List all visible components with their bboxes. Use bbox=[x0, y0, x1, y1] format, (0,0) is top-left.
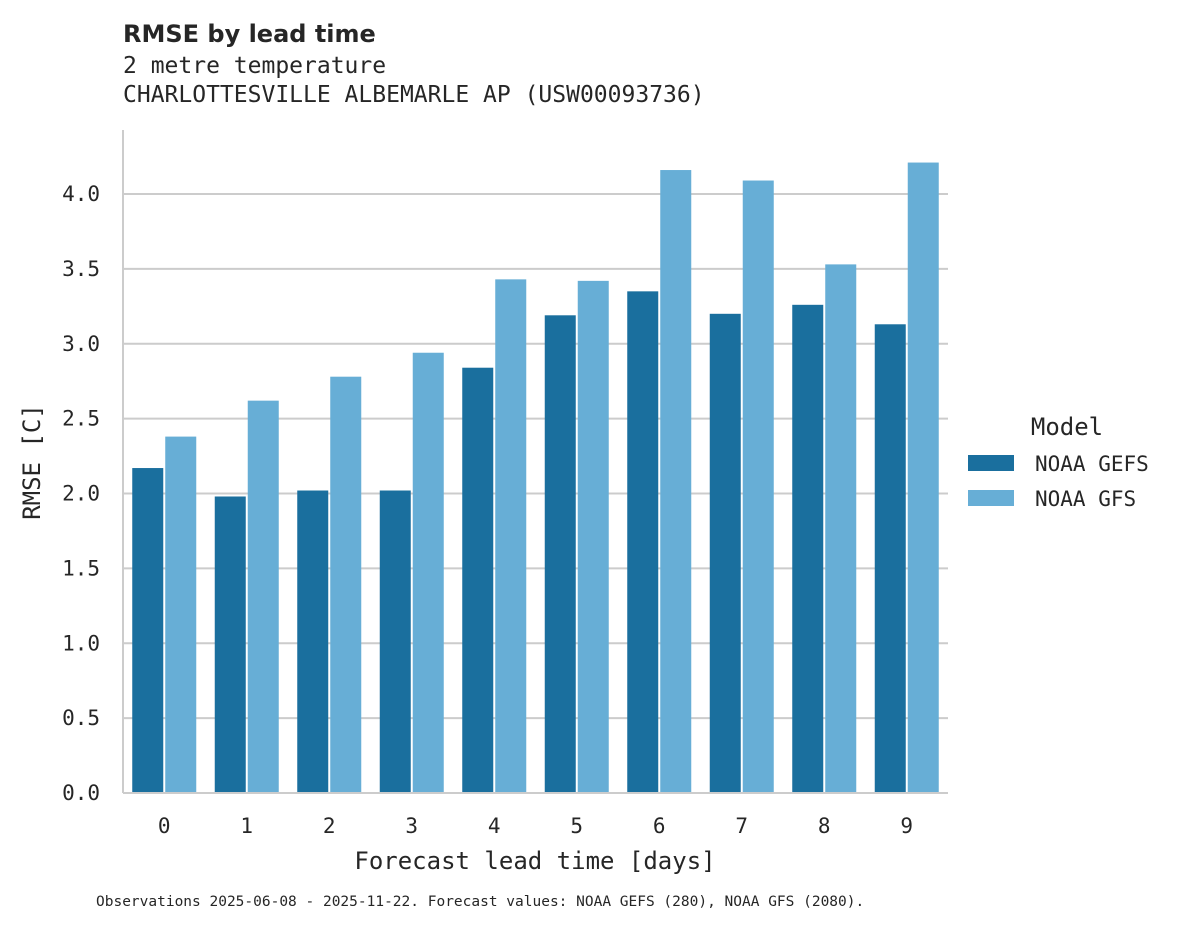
y-tick-label: 3.0 bbox=[62, 332, 100, 356]
y-tick-label: 3.5 bbox=[62, 257, 100, 281]
bar-noaa-gfs-0 bbox=[165, 436, 197, 793]
bar-noaa-gefs-9 bbox=[874, 324, 906, 793]
bar-noaa-gefs-1 bbox=[214, 496, 246, 793]
bar-noaa-gfs-2 bbox=[330, 376, 362, 793]
bar-noaa-gefs-6 bbox=[627, 291, 659, 793]
y-tick-label: 4.0 bbox=[62, 182, 100, 206]
x-tick-label: 6 bbox=[653, 814, 666, 838]
bar-noaa-gefs-3 bbox=[379, 490, 411, 793]
x-axis-label: Forecast lead time [days] bbox=[354, 847, 715, 875]
legend-swatch-gefs bbox=[968, 455, 1014, 471]
bar-noaa-gfs-4 bbox=[495, 279, 527, 793]
bars bbox=[132, 162, 939, 794]
y-tick-labels: 0.0 0.5 1.0 1.5 2.0 2.5 3.0 3.5 4.0 bbox=[62, 182, 100, 805]
x-tick-label: 8 bbox=[818, 814, 831, 838]
x-tick-label: 3 bbox=[405, 814, 418, 838]
bar-noaa-gefs-4 bbox=[462, 367, 494, 793]
y-tick-label: 0.5 bbox=[62, 706, 100, 730]
footnote: Observations 2025-06-08 - 2025-11-22. Fo… bbox=[96, 894, 864, 910]
legend-swatch-gfs bbox=[968, 490, 1014, 506]
bar-noaa-gfs-5 bbox=[577, 280, 609, 794]
bar-noaa-gfs-6 bbox=[660, 170, 692, 794]
gridlines bbox=[123, 193, 948, 720]
legend-label-gfs: NOAA GFS bbox=[1035, 487, 1136, 511]
bar-noaa-gefs-0 bbox=[132, 468, 164, 793]
x-tick-label: 2 bbox=[323, 814, 336, 838]
x-tick-label: 5 bbox=[570, 814, 583, 838]
legend-title: Model bbox=[1031, 413, 1103, 441]
bar-noaa-gefs-8 bbox=[792, 304, 824, 793]
bar-noaa-gefs-7 bbox=[709, 313, 741, 793]
y-tick-label: 0.0 bbox=[62, 781, 100, 805]
x-tick-label: 4 bbox=[488, 814, 501, 838]
x-tick-label: 9 bbox=[900, 814, 913, 838]
bar-noaa-gefs-5 bbox=[544, 315, 576, 793]
bar-noaa-gfs-3 bbox=[412, 352, 444, 793]
bar-noaa-gfs-9 bbox=[907, 162, 939, 794]
y-axis-label: RMSE [C] bbox=[18, 404, 46, 520]
chart-title: RMSE by lead time bbox=[123, 20, 376, 48]
y-tick-label: 1.5 bbox=[62, 556, 100, 580]
chart-subtitle-station: CHARLOTTESVILLE ALBEMARLE AP (USW0009373… bbox=[123, 82, 705, 108]
chart-subtitle-variable: 2 metre temperature bbox=[123, 53, 386, 79]
y-tick-label: 2.5 bbox=[62, 407, 100, 431]
legend: Model NOAA GEFS NOAA GFS bbox=[968, 413, 1149, 511]
y-tick-label: 2.0 bbox=[62, 482, 100, 506]
x-tick-label: 0 bbox=[158, 814, 171, 838]
legend-label-gefs: NOAA GEFS bbox=[1035, 452, 1149, 476]
x-tick-labels: 0 1 2 3 4 5 6 7 8 9 bbox=[158, 814, 913, 838]
bar-noaa-gfs-8 bbox=[825, 264, 857, 793]
bar-noaa-gfs-7 bbox=[742, 180, 774, 793]
bar-noaa-gfs-1 bbox=[247, 400, 279, 793]
x-tick-label: 7 bbox=[735, 814, 748, 838]
x-tick-label: 1 bbox=[240, 814, 253, 838]
y-tick-label: 1.0 bbox=[62, 631, 100, 655]
bar-noaa-gefs-2 bbox=[297, 490, 329, 793]
